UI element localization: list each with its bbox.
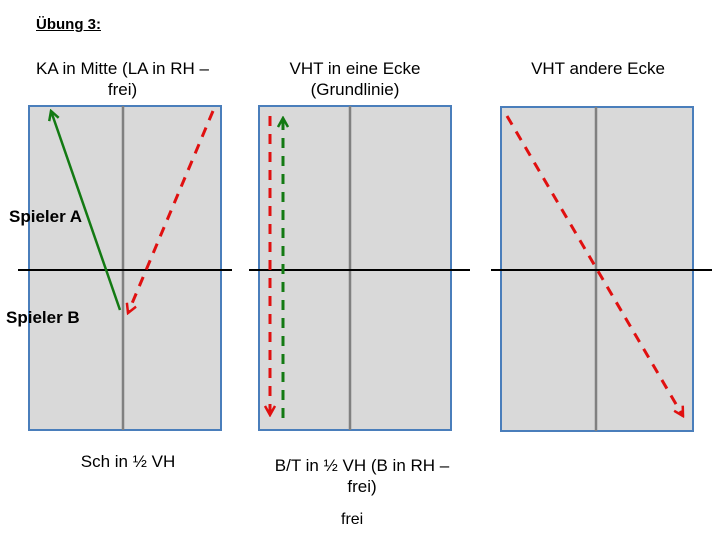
panel-1-heading: KA in Mitte (LA in RH – frei)	[36, 59, 209, 99]
court-panel-3	[491, 106, 712, 432]
red-arrow-3	[505, 115, 683, 416]
panel-3-heading: VHT andere Ecke	[531, 59, 665, 78]
court-panel-1	[18, 105, 232, 431]
player-b-label: Spieler B	[6, 308, 80, 327]
exercise-title: Übung 3:	[36, 16, 101, 33]
court-1-area	[28, 105, 222, 431]
panel-2-footer: B/T in ½ VH (B in RH – frei)	[274, 456, 450, 496]
player-a-label: Spieler A	[9, 207, 83, 226]
court-panel-2	[249, 105, 470, 431]
panel-1-footer: Sch in ½ VH	[80, 452, 176, 471]
green-arrow-1	[51, 111, 122, 311]
court-2-area	[258, 105, 452, 431]
extra-note: frei	[341, 511, 364, 528]
red-arrow-1	[128, 110, 215, 313]
panel-2-heading: VHT in eine Ecke (Grundlinie)	[289, 59, 421, 99]
